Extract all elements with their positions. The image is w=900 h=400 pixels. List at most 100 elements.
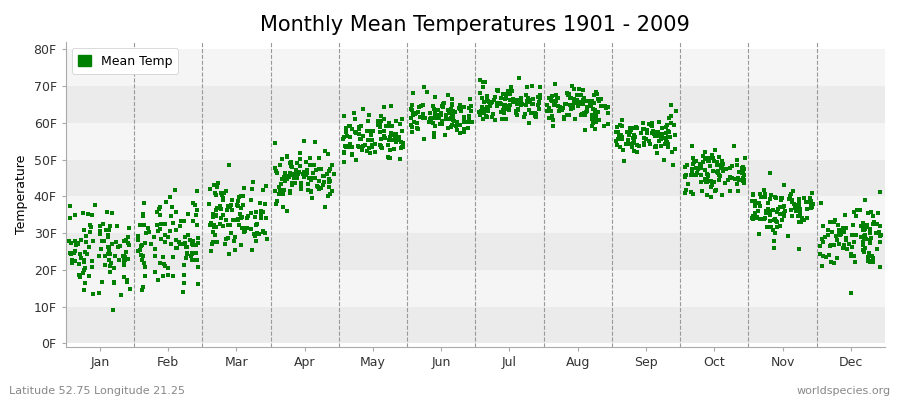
Point [301, 181, 315, 187]
Point [389, 138, 403, 144]
Point [214, 192, 229, 198]
Point [83, 222, 97, 228]
Point [664, 113, 679, 119]
Point [564, 83, 579, 90]
Point [158, 238, 172, 245]
Point [69, 242, 84, 248]
Point [572, 98, 586, 105]
Point [71, 240, 86, 246]
Point [364, 132, 379, 138]
Point [528, 110, 543, 116]
Point [775, 195, 789, 202]
Point [188, 250, 202, 256]
Point [821, 232, 835, 239]
Point [793, 208, 807, 214]
Point [680, 181, 695, 187]
Point [275, 191, 290, 197]
Point [659, 137, 673, 143]
Point [164, 240, 178, 247]
Point [117, 261, 131, 268]
Point [79, 251, 94, 258]
Point [502, 88, 517, 94]
Point [301, 187, 315, 193]
Point [133, 222, 148, 228]
Point [561, 92, 575, 98]
Point [158, 232, 173, 239]
Point [525, 100, 539, 107]
Point [735, 163, 750, 170]
Point [423, 110, 437, 116]
Point [562, 94, 577, 101]
Point [475, 116, 490, 122]
Point [99, 227, 113, 233]
Point [170, 245, 184, 251]
Point [584, 103, 598, 109]
Point [94, 238, 109, 244]
Point [393, 121, 408, 127]
Point [190, 221, 204, 228]
Point [184, 253, 198, 260]
Point [842, 240, 856, 247]
Point [348, 116, 363, 122]
Point [293, 183, 308, 190]
Point [584, 114, 598, 120]
Point [648, 144, 662, 150]
Point [237, 225, 251, 232]
Point [509, 96, 524, 103]
Point [364, 144, 379, 150]
Point [752, 231, 766, 238]
Point [695, 188, 709, 194]
Point [737, 166, 751, 172]
Point [462, 116, 476, 122]
Point [785, 199, 799, 206]
Point [770, 224, 785, 231]
Point [407, 118, 421, 125]
Point [630, 149, 644, 155]
Point [393, 145, 408, 151]
Point [562, 112, 576, 119]
Point [833, 231, 848, 237]
Point [556, 104, 571, 111]
Point [144, 241, 158, 248]
Point [233, 211, 248, 217]
Point [553, 108, 567, 114]
Point [787, 188, 801, 194]
Point [268, 140, 283, 146]
Point [598, 103, 612, 110]
Point [664, 102, 679, 108]
Point [440, 125, 454, 131]
Point [679, 174, 693, 180]
Point [416, 115, 430, 122]
Point [574, 111, 589, 118]
Point [96, 221, 111, 228]
Point [232, 194, 247, 200]
Point [661, 141, 675, 148]
Point [690, 166, 705, 172]
Point [655, 124, 670, 131]
Point [418, 115, 432, 122]
Point [342, 143, 356, 149]
Point [291, 175, 305, 182]
Point [866, 213, 880, 219]
Point [712, 177, 726, 183]
Point [169, 237, 184, 244]
Point [696, 159, 710, 165]
Point [430, 107, 445, 113]
Point [283, 189, 297, 196]
Point [179, 255, 194, 261]
Point [748, 201, 762, 207]
Point [622, 131, 636, 138]
Point [661, 128, 675, 134]
Point [652, 118, 666, 125]
Point [737, 180, 751, 186]
Point [669, 146, 683, 152]
Point [765, 227, 779, 234]
Point [185, 241, 200, 247]
Point [405, 124, 419, 130]
Point [153, 204, 167, 210]
Point [866, 221, 880, 227]
Point [777, 203, 791, 210]
Point [710, 159, 724, 165]
Bar [66, 50, 885, 86]
Point [62, 237, 77, 244]
